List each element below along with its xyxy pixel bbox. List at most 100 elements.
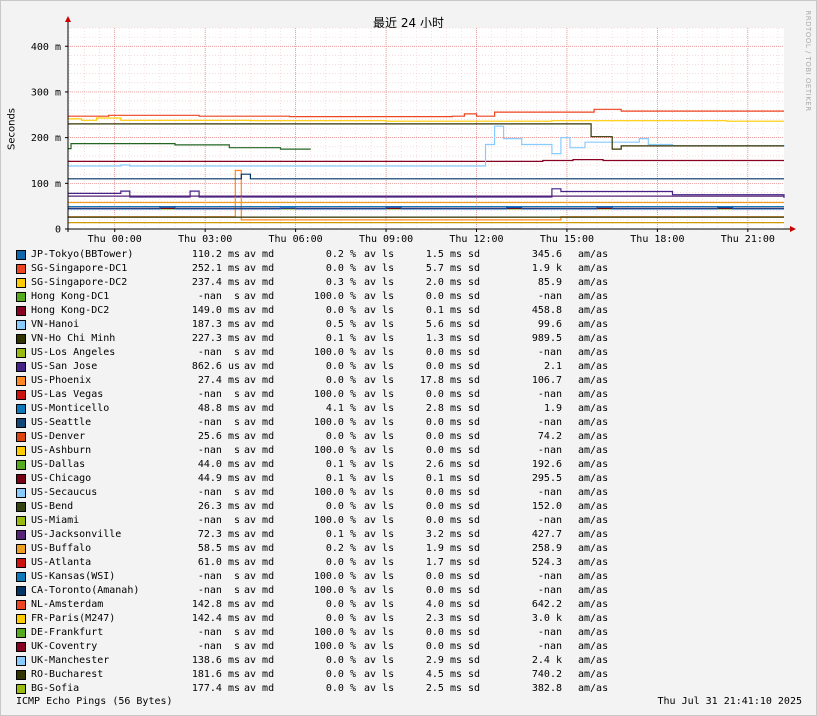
legend-name: DE-Frankfurt: [31, 627, 104, 638]
legend-sd: 0.0 ms: [425, 487, 462, 498]
legend-avg-median: 142.8 ms: [191, 599, 240, 610]
series-line-1: [68, 117, 784, 122]
legend-sd: 0.0 ms: [425, 291, 462, 302]
legend-avg-loss-label: av ls: [364, 557, 395, 568]
legend-avg-median-label: av md: [244, 263, 275, 274]
legend-sd-label: sd: [468, 599, 481, 610]
legend-swatch: [16, 376, 26, 386]
legend-am-as: 2.4 k: [531, 655, 562, 666]
legend-swatch: [16, 684, 26, 694]
legend-avg-median: 44.9 ms: [197, 473, 240, 484]
legend-avg-loss: 100.0 %: [313, 515, 356, 526]
legend-avg-median: 44.0 ms: [197, 459, 240, 470]
legend-avg-median-label: av md: [244, 473, 275, 484]
legend-sd: 0.0 ms: [425, 389, 462, 400]
legend-avg-median: 110.2 ms: [191, 249, 240, 260]
legend-avg-loss-label: av ls: [364, 431, 395, 442]
legend-avg-loss: 100.0 %: [313, 347, 356, 358]
x-tick-labels: Thu 00:00 Thu 03:00 Thu 06:00 Thu 09:00 Thu …: [88, 229, 775, 245]
legend-avg-loss-label: av ls: [364, 543, 395, 554]
legend-swatch: [16, 600, 26, 610]
series-line-3: [68, 159, 784, 162]
legend-avg-loss-label: av ls: [364, 249, 395, 260]
legend-swatch: [16, 306, 26, 316]
legend-am-as: 427.7: [531, 529, 562, 540]
legend-swatch: [16, 432, 26, 442]
legend-am-as: 642.2: [531, 599, 562, 610]
legend-am-as: -nan: [537, 417, 562, 428]
legend-avg-loss-label: av ls: [364, 319, 395, 330]
y-tick-label: 300 m: [31, 87, 61, 98]
legend-avg-median: -nan s: [197, 641, 240, 652]
legend-name: US-Ashburn: [31, 445, 92, 456]
legend-avg-median: -nan s: [197, 445, 240, 456]
legend-name: US-Denver: [31, 431, 86, 442]
legend-am-as: 345.6: [531, 249, 562, 260]
legend-swatch: [16, 544, 26, 554]
legend-name: US-Bend: [31, 501, 74, 512]
legend-am-as: 1.9 k: [531, 263, 562, 274]
legend-swatch: [16, 572, 26, 582]
legend-am-as-label: am/as: [578, 333, 609, 344]
legend-avg-median-label: av md: [244, 627, 275, 638]
legend-am-as-label: am/as: [578, 347, 609, 358]
legend-avg-median: 181.6 ms: [191, 669, 240, 680]
legend-avg-loss: 0.1 %: [325, 459, 356, 470]
legend-avg-median-label: av md: [244, 641, 275, 652]
legend-avg-loss: 0.2 %: [325, 249, 356, 260]
chart-title: 最近 24 小时: [373, 16, 444, 30]
legend-sd-label: sd: [468, 305, 481, 316]
legend-am-as: -nan: [537, 445, 562, 456]
legend-sd: 0.0 ms: [425, 501, 462, 512]
legend-sd-label: sd: [468, 613, 481, 624]
legend-avg-loss: 100.0 %: [313, 627, 356, 638]
legend-sd: 4.5 ms: [425, 669, 462, 680]
legend-avg-median-label: av md: [244, 487, 275, 498]
legend-avg-loss-label: av ls: [364, 515, 395, 526]
legend-avg-loss: 100.0 %: [313, 445, 356, 456]
legend-avg-loss-label: av ls: [364, 585, 395, 596]
legend-avg-median: 187.3 ms: [191, 319, 240, 330]
legend-avg-loss-label: av ls: [364, 305, 395, 316]
legend-am-as: 258.9: [531, 543, 562, 554]
legend-avg-loss-label: av ls: [364, 445, 395, 456]
legend-avg-loss-label: av ls: [364, 669, 395, 680]
legend-avg-median: 58.5 ms: [197, 543, 240, 554]
axes: [65, 16, 796, 232]
legend-name: US-Las Vegas: [31, 389, 104, 400]
legend-avg-loss-label: av ls: [364, 347, 395, 358]
legend-sd: 0.1 ms: [425, 473, 462, 484]
legend-avg-loss: 4.1 %: [325, 403, 356, 414]
legend-avg-loss: 100.0 %: [313, 585, 356, 596]
series-line-17: [68, 206, 784, 210]
legend-avg-median: 27.4 ms: [197, 375, 240, 386]
legend-am-as: 85.9: [537, 277, 562, 288]
legend-avg-loss: 0.0 %: [325, 669, 356, 680]
legend-avg-median: 48.8 ms: [197, 403, 240, 414]
legend-avg-loss: 100.0 %: [313, 641, 356, 652]
legend-sd: 0.0 ms: [425, 445, 462, 456]
y-axis-arrow: [65, 16, 71, 22]
legend-avg-loss-label: av ls: [364, 361, 395, 372]
legend-avg-median-label: av md: [244, 585, 275, 596]
legend-sd-label: sd: [468, 347, 481, 358]
legend-name: US-Chicago: [31, 473, 92, 484]
legend-avg-median-label: av md: [244, 305, 275, 316]
y-tick-label: 200 m: [31, 133, 61, 144]
legend-am-as-label: am/as: [578, 277, 609, 288]
legend-avg-median-label: av md: [244, 571, 275, 582]
legend-swatch: [16, 460, 26, 470]
legend-avg-loss-label: av ls: [364, 417, 395, 428]
x-axis-arrow: [790, 226, 796, 232]
legend-avg-median-label: av md: [244, 459, 275, 470]
legend-swatch: [16, 628, 26, 638]
legend-sd: 17.8 ms: [419, 375, 462, 386]
legend-avg-median: 149.0 ms: [191, 305, 240, 316]
legend-avg-loss: 100.0 %: [313, 291, 356, 302]
legend-sd: 2.0 ms: [425, 277, 462, 288]
legend-am-as-label: am/as: [578, 655, 609, 666]
legend-sd-label: sd: [468, 333, 481, 344]
legend-swatch: [16, 278, 26, 288]
legend-am-as-label: am/as: [578, 249, 609, 260]
